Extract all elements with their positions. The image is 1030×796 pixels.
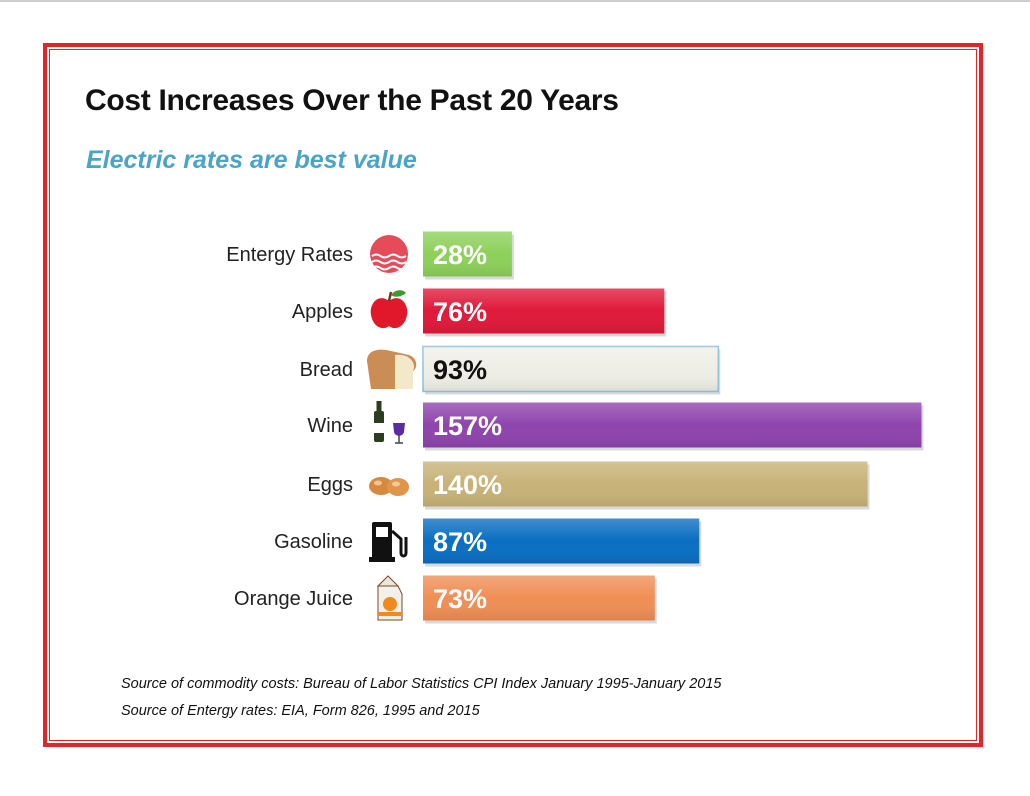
bar-row: Gasoline 87% bbox=[274, 518, 702, 567]
wine-icon bbox=[374, 401, 405, 444]
top-rule bbox=[0, 0, 1030, 2]
apple-icon bbox=[370, 290, 408, 329]
category-label: Wine bbox=[307, 415, 353, 437]
category-label: Orange Juice bbox=[234, 588, 353, 610]
juice-carton-icon bbox=[376, 575, 403, 621]
data-label: 28% bbox=[433, 240, 487, 270]
category-label: Eggs bbox=[307, 474, 353, 496]
chart-subtitle: Electric rates are best value bbox=[86, 146, 417, 174]
data-label: 157% bbox=[433, 411, 502, 441]
bread-icon bbox=[367, 349, 417, 389]
chart-title: Cost Increases Over the Past 20 Years bbox=[85, 84, 619, 117]
bar-highlight bbox=[423, 575, 655, 621]
bar-row: Wine 157% bbox=[307, 401, 924, 451]
bar-highlight bbox=[423, 346, 719, 392]
bar-row: Entergy Rates 28% bbox=[226, 231, 514, 280]
bar-highlight bbox=[423, 402, 922, 448]
bar-row: Eggs 140% bbox=[307, 461, 870, 510]
bar-row: Orange Juice 73% bbox=[234, 575, 657, 624]
data-label: 87% bbox=[433, 527, 487, 557]
data-label: 73% bbox=[433, 584, 487, 614]
bar-highlight bbox=[423, 461, 868, 507]
category-label: Gasoline bbox=[274, 531, 353, 553]
gas-pump-icon bbox=[369, 522, 408, 562]
bar-row: Apples 76% bbox=[292, 288, 667, 337]
data-label: 93% bbox=[433, 355, 487, 385]
category-label: Apples bbox=[292, 301, 353, 323]
bar-highlight bbox=[423, 518, 700, 564]
power-plant-icon bbox=[370, 235, 408, 273]
source-note-commodity: Source of commodity costs: Bureau of Lab… bbox=[121, 676, 722, 692]
red-frame-inner bbox=[49, 49, 977, 741]
red-frame bbox=[43, 43, 983, 747]
bar-highlight bbox=[423, 288, 665, 334]
category-label: Entergy Rates bbox=[226, 244, 353, 266]
bar-row: Bread 93% bbox=[300, 345, 721, 395]
data-label: 140% bbox=[433, 470, 502, 500]
eggs-icon bbox=[369, 477, 409, 496]
source-note-entergy: Source of Entergy rates: EIA, Form 826, … bbox=[121, 703, 480, 719]
category-label: Bread bbox=[300, 359, 353, 381]
bar-highlight bbox=[423, 231, 512, 277]
data-label: 76% bbox=[433, 297, 487, 327]
